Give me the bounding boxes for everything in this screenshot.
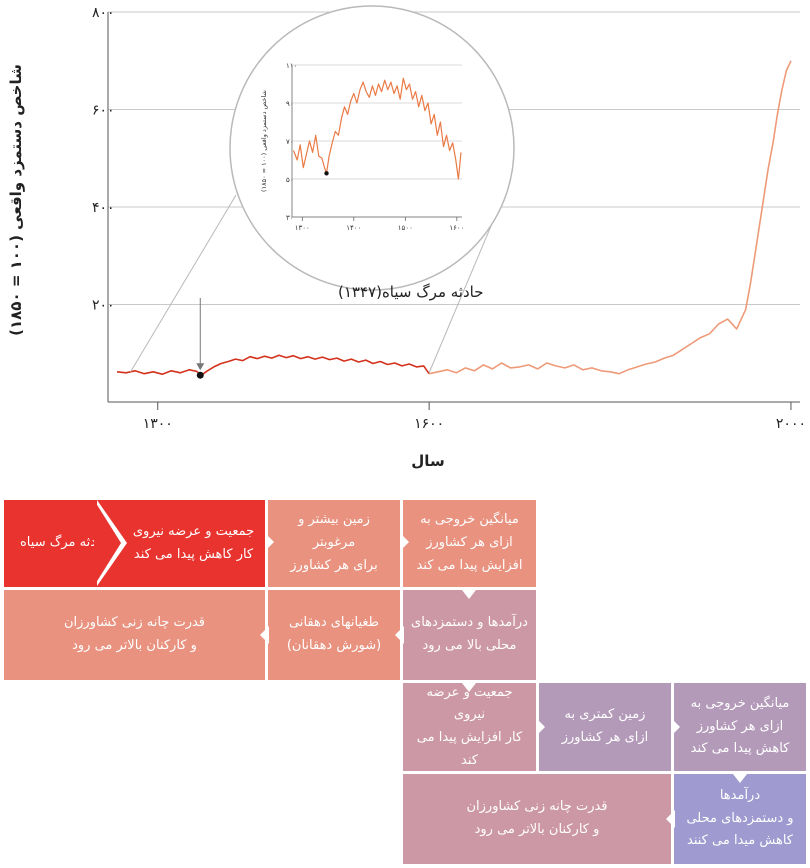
population-up-box: جمعیت و عرضه نیروی کار افزایش پیدا می کند (403, 683, 536, 771)
series-line-1 (116, 354, 430, 376)
arrow-left-icon (666, 810, 675, 828)
wages-down-box: درآمدها و دستمزدهای محلی کاهش میدا می کنند (674, 774, 806, 864)
zoom-guide-line (428, 199, 503, 373)
bargaining-up-box: قدرت چانه زنی کشاورزان و کارکنان بالاتر م… (4, 590, 265, 680)
inset-y-tick-label: ۹۰ (286, 100, 294, 108)
series-line-2 (428, 60, 792, 375)
x-tick-label: ۱۳۰۰ (143, 416, 173, 432)
output-up-box: میانگین خروجی به ازای هر کشاورز افزایش پید… (403, 500, 536, 587)
x-tick-label: ۲۰۰۰ (776, 416, 806, 432)
y-tick-label: ۶۰۰ (92, 103, 115, 119)
x-axis-label: سال (411, 452, 445, 470)
axes: ۲۰۰ ۴۰۰ ۶۰۰ ۸۰۰ ۱۳۰۰ ۱۶۰۰ ۲۰۰۰ (92, 5, 806, 432)
zoom-callout (130, 5, 515, 373)
output-down-box: میانگین خروجی به ازای هر کشاورز کاهش پیدا … (674, 683, 806, 771)
arrow-right-icon (400, 533, 409, 551)
inset-x-tick-label: ۱۴۰۰ (346, 224, 361, 232)
arrow-down-icon (462, 683, 476, 692)
arrow-down-icon (462, 590, 476, 599)
inset-y-tick-label: ۷۰ (286, 138, 294, 146)
arrow-right-icon (671, 718, 680, 736)
y-tick-label: ۴۰۰ (92, 200, 115, 216)
more-land-box: زمین بیشتر و مرغوبتر برای هر کشاورز (268, 500, 400, 587)
zoom-guide-line (130, 194, 237, 373)
series-lines (116, 60, 792, 376)
y-tick-label: ۸۰۰ (92, 5, 115, 21)
inset-y-axis-label: شاخص دستمزد واقعی (۱۰۰ = ۱۸۵۰) (260, 90, 268, 192)
less-land-box: زمین کمتری به ازای هر کشاورز (539, 683, 671, 771)
inset-x-tick-label: ۱۵۰۰ (398, 224, 413, 232)
arrow-down-icon (733, 774, 747, 783)
x-tick-label: ۱۶۰۰ (414, 416, 444, 432)
peasant-revolts-box: طغیانهای دهقانی (شورش دهقانان) (268, 590, 400, 680)
y-tick-label: ۲۰۰ (92, 298, 115, 314)
arrow-right-icon (265, 533, 274, 551)
inset-x-tick-label: ۱۳۰۰ (295, 224, 310, 232)
inset-series-line (292, 77, 462, 180)
annotation-label: حادثه مرگ سیاه(۱۳۴۷) (338, 283, 483, 301)
inset-x-tick-label: ۱۶۰۰ (449, 224, 464, 232)
arrow-right-icon (536, 718, 545, 736)
arrow-down-icon (196, 363, 205, 371)
population-down-box: جمعیت و عرضه نیروی کار کاهش پیدا می کند (124, 500, 265, 587)
inset-chart: ۳۰۵۰۷۰۹۰۱۱۰۱۳۰۰۱۴۰۰۱۵۰۰۱۶۰۰شاخص دستمزد و… (260, 62, 464, 232)
zoom-circle (229, 5, 515, 291)
annotation-group: حادثه مرگ سیاه(۱۳۴۷) (196, 283, 483, 379)
arrow-left-icon (395, 626, 404, 644)
inset-black-death-point (324, 171, 329, 176)
y-axis-label: شاخص دستمزد واقعی (۱۰۰ = ۱۸۵۰) (7, 64, 25, 336)
wages-up-box: درآمدها و دستمزدهای محلی بالا می رود (403, 590, 536, 680)
arrow-right-icon (94, 500, 121, 586)
arrow-left-icon (260, 626, 269, 644)
black-death-point (196, 371, 204, 379)
inset-y-tick-label: ۵۰ (286, 176, 294, 184)
bargaining-up-box-2: قدرت چانه زنی کشاورزان و کارکنان بالاتر م… (403, 774, 671, 864)
inset-y-tick-label: ۳۰ (286, 214, 294, 222)
